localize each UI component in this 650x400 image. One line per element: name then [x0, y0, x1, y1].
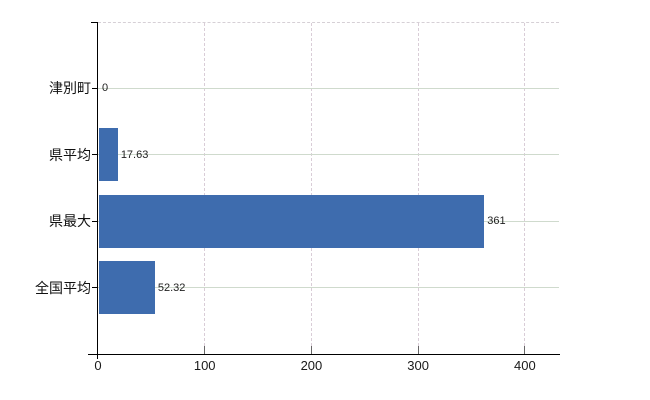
y-axis-tick: [92, 87, 98, 89]
v-gridline: [310, 23, 312, 346]
plot-top-border: [98, 22, 559, 23]
h-gridline: [98, 154, 559, 156]
bar: [99, 261, 155, 315]
x-tick-label: 100: [193, 358, 216, 373]
y-axis-line: [96, 22, 98, 359]
x-tick-label: 0: [94, 358, 102, 373]
bar: [99, 194, 485, 248]
v-gridline: [204, 23, 206, 346]
x-tick-label: 400: [513, 358, 536, 373]
y-axis-tick: [92, 287, 98, 289]
h-gridline: [98, 87, 559, 89]
category-label: 津別町: [49, 80, 91, 97]
category-label: 全国平均: [35, 279, 91, 296]
x-axis-tick: [204, 346, 206, 354]
bar: [99, 128, 118, 182]
bar-value-label: 52.32: [157, 281, 186, 294]
y-axis-tick: [92, 154, 98, 156]
x-axis-tick: [310, 346, 312, 354]
x-axis-line: [88, 353, 560, 355]
h-gridline: [98, 287, 559, 289]
x-tick-label: 300: [407, 358, 429, 373]
y-axis-tick: [92, 220, 98, 222]
x-axis-tick: [524, 346, 526, 354]
x-axis-tick: [417, 346, 419, 354]
y-axis-top-tick: [91, 22, 98, 23]
bar-value-label: 0: [102, 82, 109, 95]
v-gridline: [417, 23, 419, 346]
bar-value-label: 361: [487, 215, 506, 228]
v-gridline: [524, 23, 526, 346]
category-label: 県平均: [49, 146, 91, 163]
bar-value-label: 17.63: [120, 148, 149, 161]
x-tick-label: 200: [300, 358, 323, 373]
category-label: 県最大: [49, 213, 91, 230]
